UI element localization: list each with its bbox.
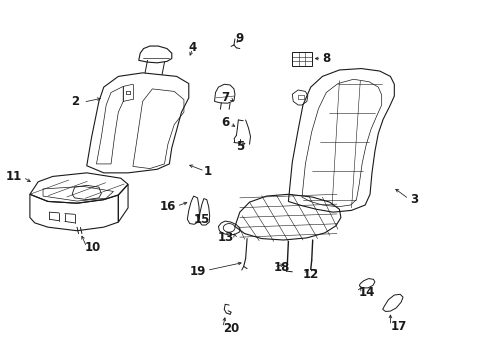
- Bar: [292, 52, 311, 66]
- Text: 8: 8: [322, 52, 330, 65]
- Text: 20: 20: [223, 322, 239, 335]
- Text: 7: 7: [221, 91, 229, 104]
- Text: 1: 1: [203, 165, 211, 177]
- Text: 4: 4: [188, 41, 197, 54]
- Text: 11: 11: [6, 170, 22, 183]
- Text: 14: 14: [358, 286, 374, 299]
- Text: 15: 15: [194, 213, 210, 226]
- Text: 19: 19: [189, 265, 205, 278]
- Text: 2: 2: [71, 95, 80, 108]
- Text: 12: 12: [303, 268, 319, 281]
- Text: 16: 16: [159, 200, 175, 213]
- Text: 9: 9: [234, 32, 243, 45]
- Text: 6: 6: [221, 116, 229, 129]
- Text: 5: 5: [236, 140, 244, 153]
- Text: 13: 13: [217, 231, 233, 244]
- Text: 10: 10: [84, 241, 101, 255]
- Text: 17: 17: [389, 320, 406, 333]
- Text: 18: 18: [273, 261, 289, 274]
- Text: 3: 3: [409, 193, 417, 206]
